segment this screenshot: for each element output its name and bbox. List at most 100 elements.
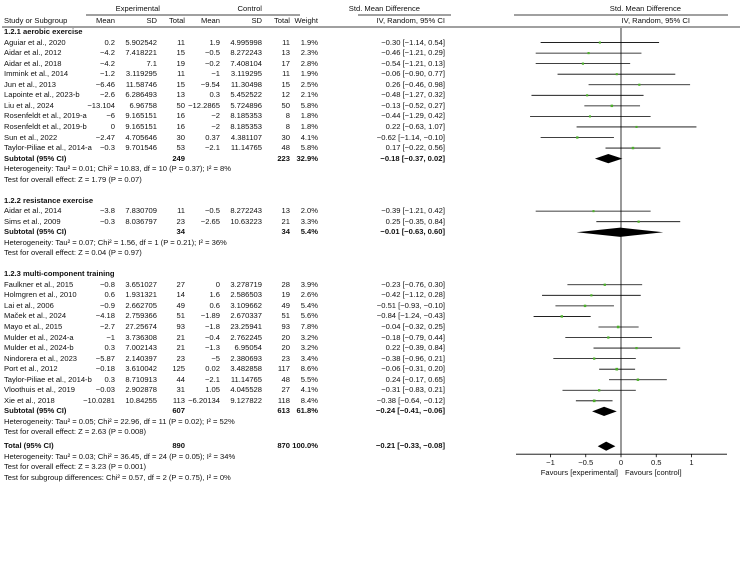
- ci-text: −0.06 [−0.90, 0.77]: [381, 69, 445, 79]
- n-e: 14: [176, 290, 185, 300]
- subtotal-weight: 61.8%: [296, 406, 318, 416]
- sd-c: 6.95054: [234, 343, 262, 353]
- subtotal-n-c: 613: [277, 406, 290, 416]
- mean-e: −4.2: [100, 48, 115, 58]
- point-estimate: [615, 367, 619, 371]
- sd-c: 10.63223: [230, 216, 262, 226]
- mean-c: 1.05: [205, 385, 220, 395]
- heterogeneity: Heterogeneity: Tau² = 0.07; Chi² = 1.56,…: [4, 237, 227, 247]
- mean-c: 1.6: [209, 290, 220, 300]
- mean-e: −2.6: [100, 90, 115, 100]
- mean-c: 0.3: [209, 90, 220, 100]
- weight: 1.8%: [300, 111, 318, 121]
- point-estimate: [638, 83, 641, 86]
- weight: 2.1%: [300, 90, 318, 100]
- subtotal-n-e: 34: [176, 227, 185, 237]
- weight: 2.5%: [300, 79, 318, 89]
- ci-text: 0.24 [−0.17, 0.65]: [385, 374, 445, 384]
- point-estimate: [576, 136, 579, 139]
- overall-effect-test: Test for overall effect: Z = 1.79 (P = 0…: [4, 174, 142, 184]
- study-name: Sun et al., 2022: [4, 132, 58, 142]
- subtotal-weight: 5.4%: [300, 227, 318, 237]
- overall-effect-test: Test for overall effect: Z = 0.04 (P = 0…: [4, 248, 142, 258]
- study-name: Maček et al., 2024: [4, 311, 67, 321]
- point-estimate: [610, 104, 614, 108]
- ci-text: −0.30 [−1.14, 0.54]: [381, 37, 445, 47]
- sd-e: 10.84255: [125, 395, 157, 405]
- weight: 2.6%: [300, 290, 318, 300]
- study-name: Port et al., 2012: [4, 364, 58, 374]
- point-estimate: [581, 62, 585, 65]
- sd-c: 11.14765: [230, 374, 262, 384]
- n-c: 20: [281, 332, 290, 342]
- n-c: 23: [281, 353, 290, 363]
- subtotal-n-c: 223: [277, 153, 290, 163]
- header-total-e: Total: [168, 16, 185, 25]
- point-estimate: [637, 220, 640, 223]
- mean-c: −6.20134: [188, 395, 220, 405]
- subtotal-label: Subtotal (95% CI): [4, 153, 67, 163]
- sd-c: 8.272243: [230, 48, 262, 58]
- subtotal-ci-text: −0.18 [−0.37, 0.02]: [380, 153, 445, 163]
- n-e: 113: [172, 395, 185, 405]
- mean-c: −1.8: [205, 321, 220, 331]
- n-e: 19: [176, 58, 185, 68]
- mean-c: −1.3: [205, 343, 220, 353]
- weight: 5.5%: [300, 374, 318, 384]
- header-study: Study or Subgroup: [4, 16, 68, 25]
- subtotal-label: Subtotal (95% CI): [4, 227, 67, 237]
- n-e: 11: [177, 206, 185, 216]
- n-e: 50: [176, 100, 185, 110]
- point-estimate: [590, 294, 593, 297]
- n-c: 11: [282, 37, 290, 47]
- mean-e: −0.18: [95, 364, 115, 374]
- mean-e: −6.46: [95, 79, 115, 89]
- x-tick-label: −0.5: [578, 458, 594, 468]
- n-c: 51: [281, 311, 290, 321]
- study-name: Vloothuis et al., 2019: [4, 385, 75, 395]
- ci-text: 0.25 [−0.35, 0.84]: [385, 216, 445, 226]
- mean-e: 0.2: [104, 37, 115, 47]
- subtotal-diamond: [594, 154, 623, 164]
- point-estimate: [560, 315, 563, 318]
- study-name: Mayo et al., 2015: [4, 321, 63, 331]
- study-name: Lapointe et al., 2023-b: [4, 90, 80, 100]
- header-mean-e: Mean: [96, 16, 115, 25]
- sd-e: 8.710913: [125, 374, 157, 384]
- header-sd-c: SD: [251, 16, 262, 25]
- n-e: 21: [176, 332, 185, 342]
- sd-e: 2.140397: [125, 353, 157, 363]
- subtotal-n-e: 607: [172, 406, 185, 416]
- mean-e: 0.3: [104, 343, 115, 353]
- sd-e: 5.902542: [125, 37, 157, 47]
- study-name: Aguiar et al., 2020: [4, 37, 66, 47]
- sd-e: 7.418221: [125, 48, 157, 58]
- n-c: 19: [281, 290, 290, 300]
- x-tick-label: −1: [546, 458, 555, 468]
- ci-text: −0.44 [−1.29, 0.42]: [381, 111, 445, 121]
- mean-e: −6: [106, 111, 115, 121]
- mean-e: 0.3: [104, 374, 115, 384]
- mean-e: −4.18: [95, 311, 115, 321]
- sd-e: 7.1: [146, 58, 157, 68]
- sd-c: 2.586503: [230, 290, 262, 300]
- point-estimate: [631, 146, 635, 150]
- weight: 5.4%: [300, 300, 318, 310]
- study-name: Nindorera et al., 2023: [4, 353, 78, 363]
- n-c: 8: [285, 111, 290, 121]
- subtotal-n-e: 249: [172, 153, 185, 163]
- n-e: 21: [176, 343, 185, 353]
- sd-e: 4.705646: [125, 132, 157, 142]
- ci-text: −0.54 [−1.21, 0.13]: [381, 58, 445, 68]
- mean-c: −9.54: [200, 79, 220, 89]
- subgroup-title: 1.2.2 resistance exercise: [4, 195, 94, 205]
- point-estimate: [598, 41, 601, 44]
- mean-e: −10.0281: [83, 395, 115, 405]
- study-name: Lai et al., 2006: [4, 300, 54, 310]
- heterogeneity: Heterogeneity: Tau² = 0.01; Chi² = 10.83…: [4, 164, 232, 174]
- mean-c: −12.2865: [188, 100, 220, 110]
- total-n-c: 870: [277, 441, 290, 451]
- weight: 4.1%: [300, 385, 318, 395]
